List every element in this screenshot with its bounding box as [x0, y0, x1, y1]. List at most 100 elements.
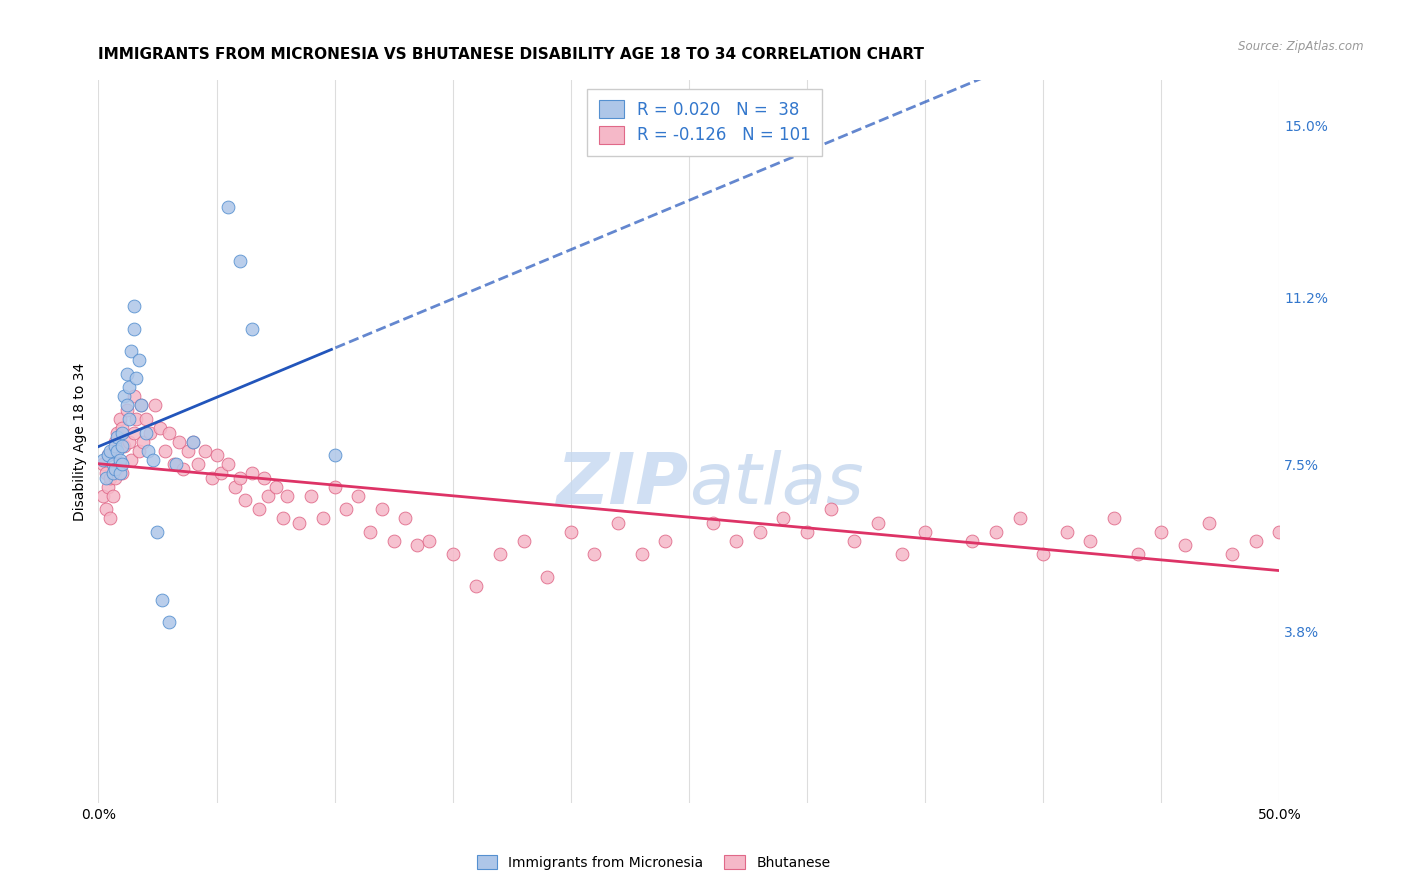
Point: [167, 434, 190, 449]
Point: [630, 548, 652, 562]
Point: [101, 489, 124, 503]
Point: [1032, 548, 1054, 562]
Point: [122, 389, 145, 403]
Point: [382, 533, 405, 548]
Point: [371, 502, 394, 516]
Point: [276, 489, 298, 503]
Point: [94, 502, 117, 516]
Point: [607, 516, 630, 530]
Point: [112, 389, 135, 403]
Point: [890, 548, 912, 562]
Point: [229, 471, 252, 485]
Point: [104, 434, 127, 449]
Point: [253, 471, 276, 485]
Point: [111, 457, 134, 471]
Point: [111, 439, 134, 453]
Point: [122, 425, 145, 440]
Point: [194, 443, 217, 458]
Point: [323, 448, 346, 462]
Point: [105, 461, 128, 475]
Point: [962, 533, 984, 548]
Point: [129, 398, 152, 412]
Point: [153, 443, 176, 458]
Point: [97, 448, 120, 462]
Point: [94, 466, 117, 480]
Point: [101, 466, 124, 480]
Point: [125, 412, 148, 426]
Point: [104, 471, 127, 485]
Point: [201, 471, 224, 485]
Point: [796, 524, 818, 539]
Point: [118, 380, 141, 394]
Point: [418, 533, 440, 548]
Point: [163, 457, 186, 471]
Point: [104, 461, 127, 475]
Point: [104, 439, 127, 453]
Point: [772, 511, 794, 525]
Point: [91, 457, 114, 471]
Point: [105, 430, 128, 444]
Point: [97, 448, 120, 462]
Text: Source: ZipAtlas.com: Source: ZipAtlas.com: [1239, 40, 1364, 54]
Point: [271, 511, 294, 525]
Point: [441, 548, 464, 562]
Point: [224, 480, 246, 494]
Point: [105, 425, 128, 440]
Point: [1220, 548, 1243, 562]
Point: [323, 480, 346, 494]
Point: [229, 253, 252, 268]
Point: [1080, 533, 1102, 548]
Point: [702, 516, 724, 530]
Point: [101, 443, 124, 458]
Point: [217, 457, 239, 471]
Point: [187, 457, 209, 471]
Point: [560, 524, 582, 539]
Point: [1244, 533, 1267, 548]
Point: [512, 533, 534, 548]
Point: [142, 452, 165, 467]
Point: [115, 367, 138, 381]
Point: [132, 434, 155, 449]
Point: [536, 570, 558, 584]
Point: [209, 466, 232, 480]
Text: atlas: atlas: [689, 450, 863, 519]
Point: [288, 516, 311, 530]
Point: [125, 371, 148, 385]
Point: [150, 592, 173, 607]
Point: [177, 443, 200, 458]
Point: [347, 489, 370, 503]
Point: [149, 421, 172, 435]
Point: [299, 489, 322, 503]
Point: [111, 425, 134, 440]
Point: [240, 466, 263, 480]
Point: [91, 452, 114, 467]
Point: [583, 548, 606, 562]
Point: [359, 524, 381, 539]
Point: [108, 412, 131, 426]
Point: [146, 524, 169, 539]
Point: [465, 579, 488, 593]
Point: [844, 533, 866, 548]
Y-axis label: Disability Age 18 to 34: Disability Age 18 to 34: [73, 362, 87, 521]
Point: [1126, 548, 1149, 562]
Point: [217, 200, 239, 214]
Point: [181, 434, 204, 449]
Point: [165, 457, 187, 471]
Point: [98, 471, 121, 485]
Point: [1174, 538, 1197, 552]
Point: [1198, 516, 1220, 530]
Point: [98, 511, 121, 525]
Point: [406, 538, 429, 552]
Point: [135, 412, 157, 426]
Point: [115, 403, 138, 417]
Point: [489, 548, 512, 562]
Point: [205, 448, 228, 462]
Point: [264, 480, 287, 494]
Point: [129, 398, 152, 412]
Point: [335, 502, 357, 516]
Point: [984, 524, 1007, 539]
Point: [1268, 524, 1291, 539]
Point: [105, 443, 128, 458]
Point: [118, 434, 141, 449]
Point: [866, 516, 889, 530]
